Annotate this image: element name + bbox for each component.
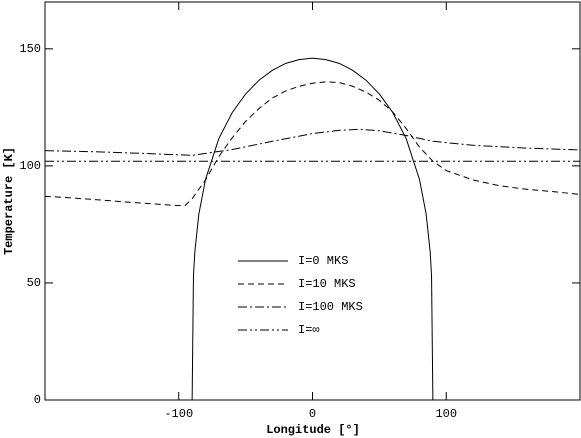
- plot-frame: [44, 1, 581, 401]
- x-tick-label: -100: [164, 407, 193, 421]
- legend-label: I=100 MKS: [298, 300, 363, 314]
- y-tick-label: 50: [27, 276, 41, 290]
- y-axis-label: Temperature [K]: [2, 147, 16, 255]
- legend-label: I=0 MKS: [298, 254, 348, 268]
- x-axis-label: Longitude [°]: [266, 423, 360, 437]
- data-line: [44, 81, 581, 207]
- x-tick-label: 0: [309, 407, 316, 421]
- x-tick-label: 100: [435, 407, 457, 421]
- legend-label: I=∞: [298, 323, 320, 337]
- data-line: [45, 57, 580, 401]
- data-line: [44, 128, 581, 156]
- y-tick-label: 100: [19, 159, 41, 173]
- y-tick-label: 0: [34, 393, 41, 407]
- legend-label: I=10 MKS: [298, 277, 356, 291]
- y-tick-label: 150: [19, 42, 41, 56]
